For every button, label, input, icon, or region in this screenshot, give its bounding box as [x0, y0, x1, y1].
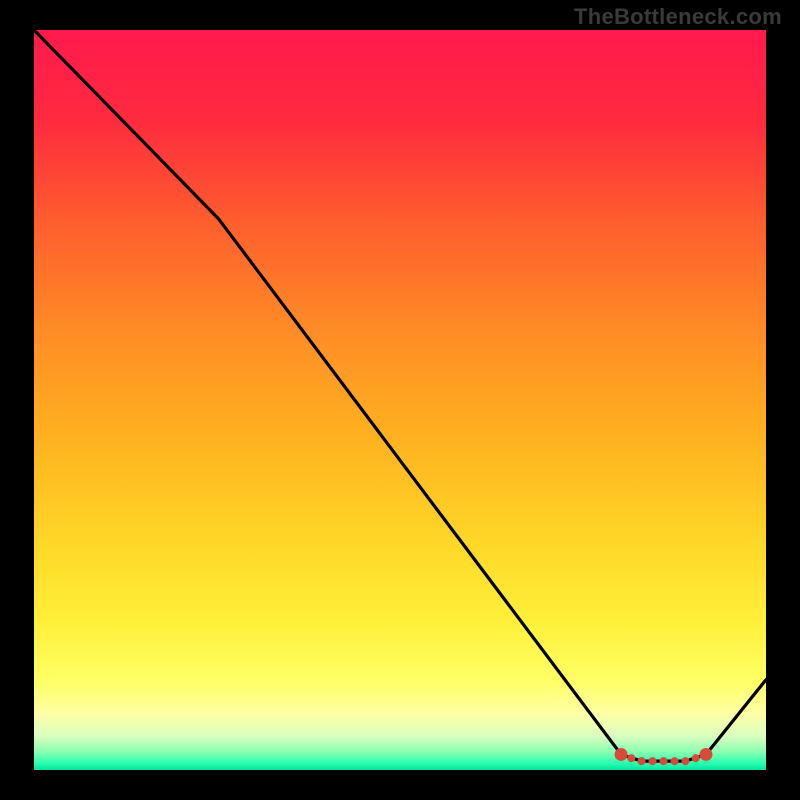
- marker-point: [699, 748, 712, 761]
- bottleneck-chart: [0, 0, 800, 800]
- marker-point: [660, 757, 668, 765]
- watermark-text: TheBottleneck.com: [574, 4, 782, 30]
- marker-point: [692, 754, 700, 762]
- marker-point: [638, 757, 646, 765]
- marker-point: [627, 754, 635, 762]
- marker-point: [681, 757, 689, 765]
- marker-point: [615, 748, 628, 761]
- marker-point: [649, 757, 657, 765]
- figure-container: TheBottleneck.com: [0, 0, 800, 800]
- marker-point: [671, 757, 679, 765]
